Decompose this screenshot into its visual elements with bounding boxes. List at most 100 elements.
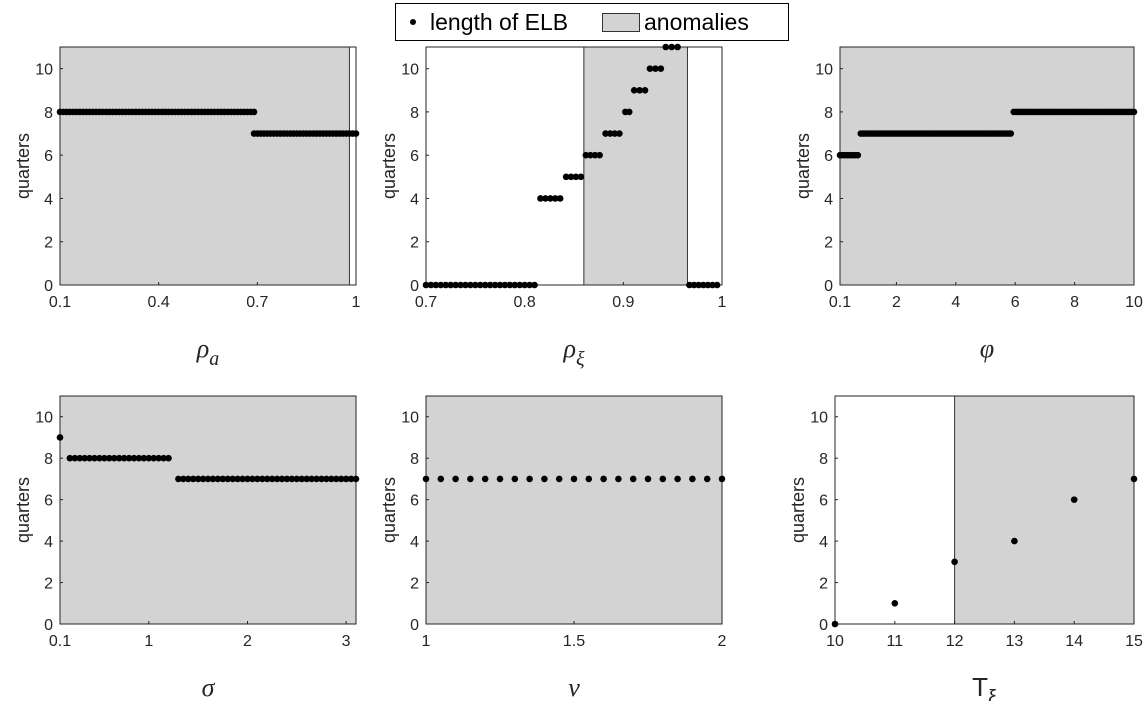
- data-point: [155, 454, 162, 462]
- data-point: [537, 195, 544, 202]
- data-point: [184, 475, 192, 483]
- data-point: [1007, 130, 1015, 137]
- data-point: [551, 195, 559, 202]
- data-point: [1011, 537, 1018, 545]
- data-point: [71, 454, 79, 462]
- data-point: [204, 475, 212, 483]
- data-point: [1130, 475, 1138, 483]
- y-tick-label: 4: [819, 534, 828, 551]
- data-point: [542, 195, 549, 202]
- data-point: [674, 43, 681, 51]
- y-tick-label: 2: [410, 235, 419, 252]
- x-tick-label: 0.7: [415, 294, 437, 311]
- data-point: [709, 281, 716, 289]
- data-point: [555, 475, 563, 483]
- x-tick-label: 1: [352, 294, 361, 311]
- x-tick-label: 2: [243, 633, 252, 650]
- x-tick-label: 15: [1125, 633, 1143, 650]
- data-point: [332, 475, 340, 483]
- data-point: [254, 475, 261, 483]
- data-point: [572, 173, 580, 181]
- data-point: [662, 43, 670, 51]
- data-point: [630, 86, 638, 94]
- data-point: [303, 475, 310, 483]
- data-point: [268, 475, 276, 483]
- data-point: [582, 151, 590, 159]
- data-point: [323, 475, 330, 483]
- data-point: [288, 475, 296, 483]
- data-point: [175, 475, 182, 483]
- data-point: [263, 475, 271, 483]
- anomaly-region: [954, 395, 1135, 625]
- y-tick-label: 2: [824, 235, 833, 252]
- data-point: [328, 475, 335, 483]
- data-point: [165, 454, 172, 462]
- data-point: [437, 281, 445, 289]
- y-tick-label: 4: [44, 534, 53, 551]
- y-axis-label: quarters: [793, 133, 813, 199]
- data-point: [313, 475, 320, 483]
- y-tick-label: 0: [824, 278, 833, 295]
- data-point: [646, 65, 654, 72]
- x-tick-label: 0.1: [49, 294, 71, 311]
- y-tick-label: 0: [410, 617, 419, 634]
- data-point: [1070, 496, 1078, 503]
- y-tick-label: 6: [824, 148, 833, 165]
- x-axis-label: φ: [980, 334, 994, 363]
- data-point: [273, 475, 281, 483]
- y-axis-label: quarters: [13, 133, 33, 199]
- data-point: [278, 475, 286, 483]
- data-point: [352, 130, 360, 137]
- data-point: [120, 454, 128, 462]
- data-point: [219, 475, 227, 483]
- data-point: [491, 281, 499, 289]
- data-point: [437, 475, 445, 483]
- data-point: [556, 195, 564, 202]
- y-tick-label: 2: [44, 576, 53, 593]
- anomaly-region: [59, 46, 350, 286]
- y-axis-label: quarters: [379, 477, 399, 543]
- y-tick-label: 10: [35, 62, 53, 79]
- chart-panel-rho-xi: 0 2 4 6 8 10 0.7 0.8 0.9 1 quarters ρξ: [379, 43, 727, 370]
- data-point: [293, 475, 301, 483]
- y-tick-label: 10: [401, 410, 419, 427]
- data-point: [239, 475, 246, 483]
- axes-box: [59, 395, 357, 625]
- y-tick-label: 8: [824, 105, 833, 122]
- legend-marker-dot: [410, 19, 416, 25]
- data-point: [713, 281, 721, 289]
- data-point: [577, 173, 585, 181]
- anomaly-region: [583, 46, 688, 286]
- legend: length of ELB anomalies: [395, 3, 789, 41]
- y-tick-label: 10: [810, 410, 828, 427]
- x-tick-label: 0.1: [49, 633, 71, 650]
- data-point: [476, 281, 484, 289]
- x-axis-label: ν: [568, 673, 580, 701]
- x-axis-label: σ: [202, 673, 216, 701]
- x-tick-label: 10: [1125, 294, 1143, 311]
- x-tick-label: 1.5: [563, 633, 585, 650]
- y-tick-label: 6: [819, 493, 828, 510]
- data-point: [249, 475, 256, 483]
- data-point: [854, 151, 862, 159]
- data-point: [308, 475, 315, 483]
- data-point: [337, 475, 345, 483]
- data-point: [258, 475, 266, 483]
- data-point: [506, 281, 514, 289]
- data-point: [352, 475, 360, 483]
- data-point: [496, 281, 504, 289]
- data-point: [427, 281, 435, 289]
- anomaly-region: [839, 46, 1135, 286]
- data-point: [629, 475, 637, 483]
- x-tick-label: 0.7: [246, 294, 268, 311]
- data-point: [496, 475, 504, 483]
- x-axis-label: ρξ: [562, 334, 584, 370]
- data-point: [224, 475, 232, 483]
- data-point: [244, 475, 251, 483]
- data-point: [1130, 108, 1138, 116]
- y-tick-label: 8: [410, 105, 419, 122]
- x-axis-label: ρa: [196, 334, 219, 370]
- chart-panel-sigma: 0 2 4 6 8 10 0.1 1 2 3 quarters σ: [13, 395, 360, 701]
- y-tick-label: 10: [35, 410, 53, 427]
- data-point: [347, 475, 355, 483]
